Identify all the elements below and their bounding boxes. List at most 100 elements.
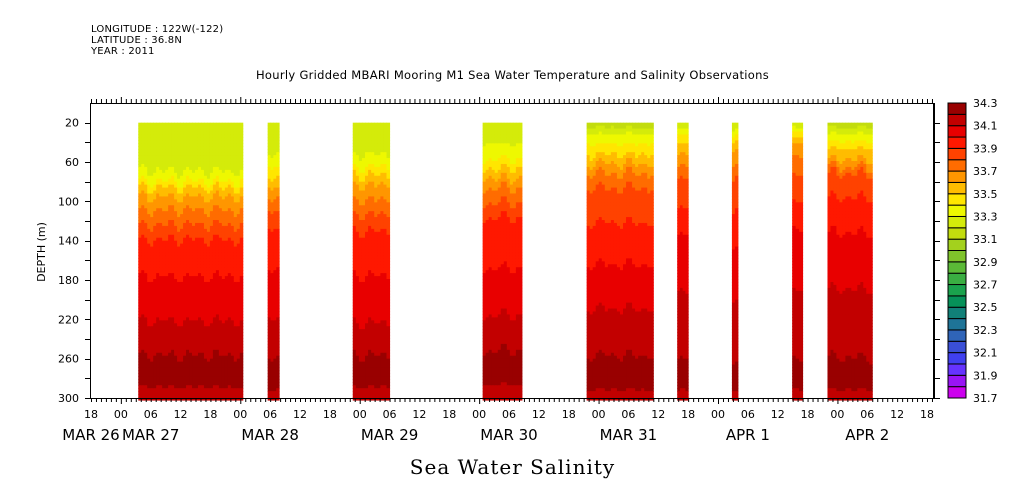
salinity-cell <box>227 172 232 177</box>
salinity-cell <box>230 320 235 324</box>
salinity-cell <box>206 217 211 221</box>
salinity-cell <box>386 287 391 292</box>
salinity-cell <box>162 155 166 159</box>
salinity-cell <box>276 373 280 377</box>
salinity-cell <box>138 352 142 357</box>
salinity-cell <box>197 122 202 127</box>
salinity-cell <box>138 158 142 162</box>
salinity-cell <box>177 178 181 183</box>
salinity-cell <box>183 249 187 254</box>
salinity-cell <box>156 143 160 147</box>
salinity-cell <box>165 231 169 236</box>
salinity-cell <box>147 302 151 307</box>
salinity-cell <box>361 128 366 133</box>
salinity-cell <box>203 237 208 242</box>
salinity-cell <box>355 326 360 330</box>
salinity-cell <box>273 214 277 218</box>
salinity-cell <box>365 199 369 203</box>
salinity-cell <box>212 293 217 298</box>
salinity-cell <box>386 214 391 218</box>
salinity-cell <box>383 217 387 221</box>
salinity-cell <box>386 149 391 153</box>
salinity-cell <box>186 314 190 318</box>
salinity-cell <box>221 281 226 286</box>
salinity-cell <box>159 234 163 239</box>
salinity-cell <box>383 243 387 248</box>
salinity-cell <box>377 228 381 233</box>
salinity-cell <box>197 178 202 183</box>
salinity-cell <box>361 323 366 327</box>
salinity-cell <box>267 208 272 212</box>
salinity-cell <box>197 352 202 357</box>
salinity-cell <box>177 155 181 159</box>
salinity-cell <box>358 214 363 218</box>
salinity-cell <box>150 340 154 345</box>
salinity-cell <box>144 169 148 174</box>
salinity-cell <box>177 131 181 136</box>
salinity-cell <box>233 181 238 186</box>
salinity-cell <box>224 234 229 239</box>
salinity-cell <box>162 196 166 200</box>
salinity-cell <box>186 243 190 248</box>
salinity-cell <box>200 264 205 268</box>
salinity-cell <box>200 358 205 363</box>
salinity-cell <box>144 326 148 330</box>
salinity-cell <box>485 302 490 307</box>
salinity-cell <box>276 388 280 392</box>
salinity-cell <box>371 163 375 168</box>
salinity-cell <box>233 261 238 265</box>
salinity-cell <box>371 367 375 372</box>
salinity-cell <box>165 308 169 313</box>
salinity-cell <box>221 163 226 168</box>
salinity-cell <box>189 246 193 251</box>
salinity-cell <box>267 314 272 318</box>
salinity-cell <box>371 193 375 198</box>
salinity-cell <box>236 261 241 265</box>
salinity-cell <box>221 352 226 357</box>
salinity-cell <box>236 163 241 168</box>
salinity-cell <box>383 172 387 177</box>
salinity-cell <box>267 326 272 330</box>
salinity-cell <box>358 273 363 277</box>
salinity-cell <box>365 196 369 200</box>
salinity-cell <box>180 187 184 192</box>
salinity-cell <box>209 296 214 301</box>
salinity-cell <box>150 385 154 389</box>
salinity-cell <box>485 181 490 186</box>
salinity-cell <box>183 358 187 363</box>
salinity-cell <box>355 246 360 251</box>
salinity-cell <box>162 264 166 268</box>
salinity-cell <box>144 175 148 180</box>
salinity-cell <box>276 231 280 236</box>
salinity-cell <box>485 343 490 348</box>
salinity-cell <box>383 370 387 375</box>
salinity-cell <box>227 335 232 339</box>
salinity-cell <box>200 346 205 351</box>
salinity-cell <box>192 305 196 310</box>
salinity-cell <box>270 287 274 292</box>
salinity-cell <box>361 199 366 203</box>
salinity-cell <box>162 299 166 304</box>
salinity-cell <box>195 225 199 230</box>
salinity-cell <box>230 181 235 186</box>
salinity-cell <box>276 261 280 265</box>
salinity-cell <box>159 175 163 180</box>
salinity-cell <box>377 343 381 348</box>
salinity-cell <box>368 329 372 333</box>
salinity-cell <box>171 308 175 313</box>
salinity-cell <box>200 243 205 248</box>
salinity-cell <box>147 234 151 239</box>
salinity-cell <box>273 382 277 386</box>
salinity-cell <box>224 338 229 342</box>
salinity-cell <box>162 175 166 180</box>
salinity-cell <box>192 125 196 130</box>
salinity-cell <box>239 125 244 130</box>
salinity-cell <box>233 361 238 366</box>
salinity-cell <box>138 320 142 324</box>
salinity-cell <box>227 267 232 271</box>
salinity-cell <box>192 273 196 277</box>
salinity-cell <box>380 128 384 133</box>
salinity-cell <box>153 388 157 392</box>
salinity-cell <box>215 299 220 304</box>
salinity-cell <box>374 267 378 271</box>
